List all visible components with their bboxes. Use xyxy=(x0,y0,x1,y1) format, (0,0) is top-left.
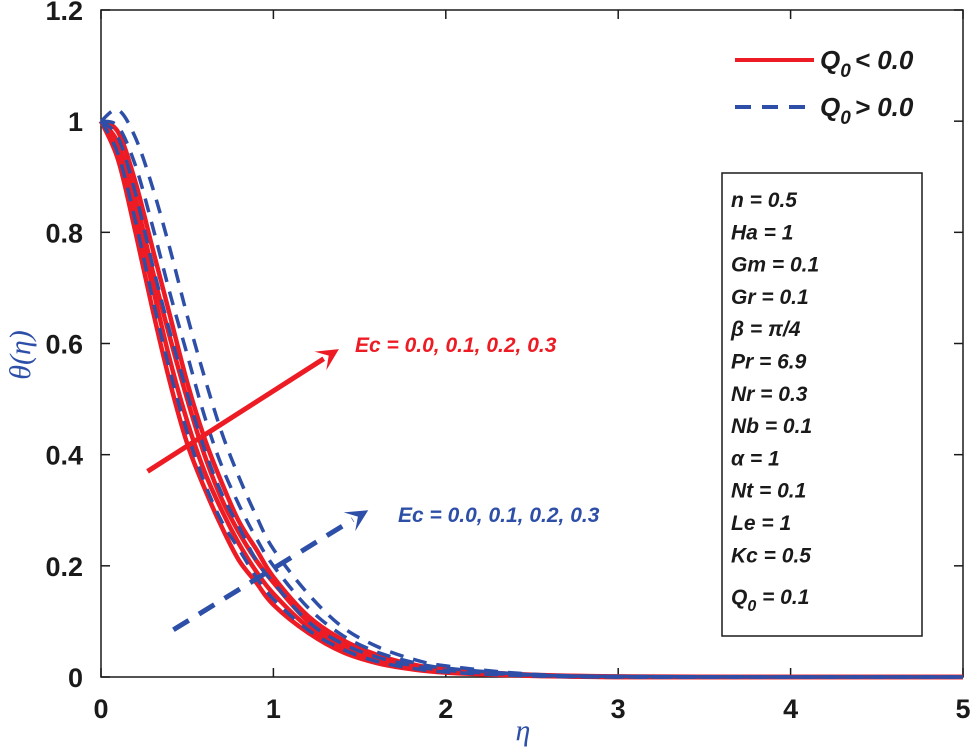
parameters-box: n = 0.5 Ha = 1 Gm = 0.1 Gr = 0.1 β = π/4 Pr =… xyxy=(721,172,923,637)
param-line: Pr = 6.9 xyxy=(731,351,807,374)
legend-item-q0-negative: Q0 < 0.0 xyxy=(820,45,914,82)
annotation-arrows xyxy=(146,349,369,632)
arrowhead-icon xyxy=(314,349,339,371)
y-tick-label: 1 xyxy=(68,107,83,137)
series-curves xyxy=(98,107,964,680)
x-tick-label: 1 xyxy=(266,694,281,724)
annotation-blue-ec: Ec = 0.0, 0.1, 0.2, 0.3 xyxy=(398,504,600,527)
x-axis-label: η xyxy=(516,714,531,747)
param-line: Gm = 0.1 xyxy=(731,254,819,277)
y-axis-label: θ(η) xyxy=(4,330,37,380)
y-tick-label: 0.4 xyxy=(45,441,83,471)
param-line: β = π/4 xyxy=(730,318,801,341)
y-axis-ticks: 0 0.2 0.4 0.6 0.8 1 1.2 xyxy=(45,0,963,693)
param-line: Nt = 0.1 xyxy=(731,480,806,503)
series-curve-q0-positive xyxy=(100,119,964,679)
arrowhead-icon xyxy=(343,510,369,532)
y-tick-label: 1.2 xyxy=(45,0,83,26)
y-tick-label: 0 xyxy=(68,663,83,693)
x-tick-label: 3 xyxy=(611,694,626,724)
param-line: Le = 1 xyxy=(731,512,791,535)
param-line: Gr = 0.1 xyxy=(731,286,809,309)
param-line: Nb = 0.1 xyxy=(731,415,812,438)
x-tick-label: 0 xyxy=(93,694,108,724)
annotation-red-ec: Ec = 0.0, 0.1, 0.2, 0.3 xyxy=(355,334,557,357)
param-q0: Q0 = 0.1 xyxy=(731,586,809,615)
annotation-arrow-line xyxy=(146,356,326,474)
param-line: n = 0.5 xyxy=(731,189,797,212)
series-curve-q0-positive xyxy=(99,120,963,679)
y-tick-label: 0.6 xyxy=(45,330,83,360)
annotation-arrow-line xyxy=(172,517,355,632)
legend: Q0 < 0.0 Q0 > 0.0 xyxy=(735,45,914,129)
legend-item-q0-positive: Q0 > 0.0 xyxy=(820,92,914,129)
x-tick-label: 5 xyxy=(955,694,970,724)
param-line: Kc = 0.5 xyxy=(731,544,811,567)
param-line: Ha = 1 xyxy=(731,221,793,244)
param-line: Nr = 0.3 xyxy=(731,383,808,406)
y-tick-label: 0.8 xyxy=(45,218,83,248)
x-tick-label: 2 xyxy=(438,694,453,724)
y-tick-label: 0.2 xyxy=(45,552,83,582)
param-line: α = 1 xyxy=(731,447,780,470)
x-tick-label: 4 xyxy=(783,694,798,724)
